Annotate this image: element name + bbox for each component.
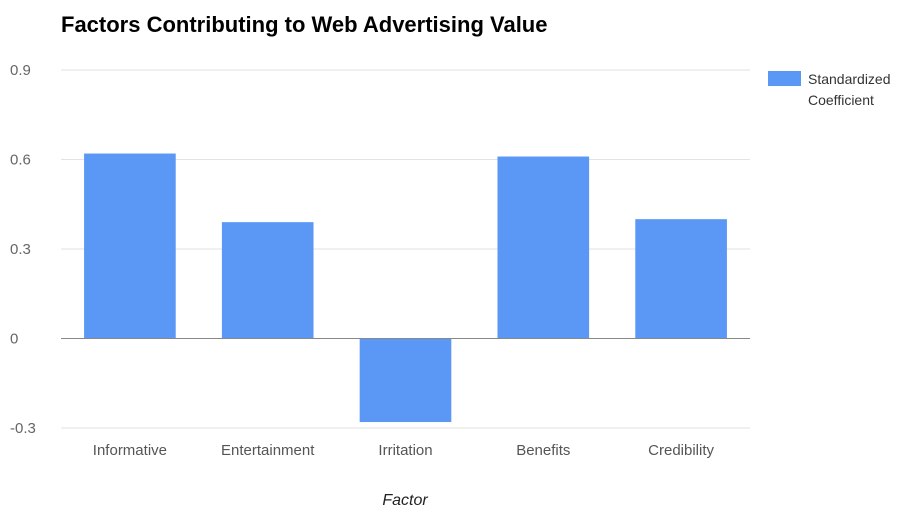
legend-label-line-2: Coefficient: [808, 92, 874, 108]
y-tick-label: -0.3: [10, 420, 36, 437]
x-category-label: Irritation: [378, 442, 432, 459]
x-category-label: Informative: [93, 442, 167, 459]
y-tick-label: 0.9: [10, 62, 31, 79]
y-tick-label: 0: [10, 331, 18, 348]
y-axis-ticks: 0.9 0.6 0.3 0 -0.3: [10, 62, 36, 437]
bar-irritation: [359, 338, 452, 423]
legend: Standardized Coefficient: [768, 71, 891, 108]
y-tick-label: 0.3: [10, 241, 31, 258]
gridlines: [61, 69, 750, 429]
x-axis-categories: Informative Entertainment Irritation Benefi…: [93, 442, 715, 459]
x-category-label: Credibility: [648, 442, 714, 459]
chart-title: Factors Contributing to Web Advertising …: [61, 12, 547, 37]
legend-label-line-1: Standardized: [808, 71, 891, 87]
x-category-label: Entertainment: [221, 442, 315, 459]
x-axis-title: Factor: [382, 492, 428, 509]
bar-informative: [84, 153, 176, 339]
legend-swatch: [768, 71, 801, 86]
bar-benefits: [497, 156, 590, 339]
y-tick-label: 0.6: [10, 152, 31, 169]
bars: [84, 153, 727, 423]
x-category-label: Benefits: [516, 442, 570, 459]
bar-entertainment: [221, 222, 314, 339]
bar-credibility: [635, 219, 727, 339]
